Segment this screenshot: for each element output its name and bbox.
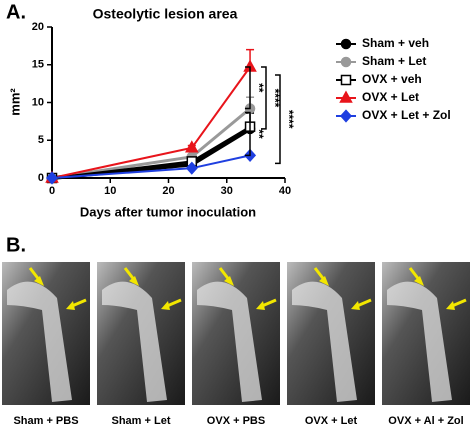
bone bbox=[292, 281, 357, 402]
legend-label: OVX + Let + Zol bbox=[362, 108, 451, 122]
legend-marker bbox=[340, 74, 352, 86]
arrow-head bbox=[256, 301, 265, 310]
arrow bbox=[71, 298, 87, 308]
legend-label: Sham + veh bbox=[362, 36, 429, 50]
arrow-head bbox=[129, 276, 139, 286]
x-tick-label: 10 bbox=[104, 185, 116, 197]
panel-label: A. bbox=[6, 1, 26, 23]
legend-marker bbox=[339, 109, 353, 123]
y-tick-label: 10 bbox=[32, 96, 44, 108]
arrow-head bbox=[319, 276, 329, 286]
xray-image bbox=[382, 262, 470, 405]
bracket bbox=[245, 111, 251, 157]
x-tick-label: 20 bbox=[162, 185, 174, 197]
arrow-head bbox=[34, 276, 44, 286]
chart-title: Osteolytic lesion area bbox=[93, 6, 238, 22]
bracket bbox=[261, 66, 267, 130]
xray-image bbox=[97, 262, 185, 405]
bracket bbox=[245, 66, 251, 110]
image-caption: OVX + Let bbox=[305, 415, 358, 427]
xray-image bbox=[287, 262, 375, 405]
arrow-head bbox=[414, 276, 424, 286]
legend-marker bbox=[340, 56, 352, 68]
legend-marker bbox=[339, 90, 353, 103]
arrow-head bbox=[351, 301, 360, 310]
x-tick-label: 30 bbox=[221, 185, 233, 197]
y-axis-label: mm² bbox=[7, 88, 22, 116]
y-tick-label: 15 bbox=[32, 59, 44, 71]
marker bbox=[185, 161, 198, 175]
legend-label: OVX + veh bbox=[362, 72, 422, 86]
bone bbox=[197, 281, 262, 402]
legend-marker bbox=[339, 90, 353, 103]
legend-marker bbox=[339, 109, 353, 123]
arrow bbox=[166, 298, 182, 308]
annotation: **** bbox=[268, 89, 282, 108]
marker bbox=[185, 140, 199, 153]
legend-marker bbox=[340, 38, 352, 50]
x-tick-label: 40 bbox=[279, 185, 291, 197]
arrow bbox=[356, 298, 372, 308]
arrow bbox=[451, 298, 467, 308]
panel-label: B. bbox=[6, 234, 26, 256]
legend-label: OVX + Let bbox=[362, 90, 419, 104]
xray-image bbox=[192, 262, 280, 405]
annotation: **** bbox=[282, 110, 296, 129]
bone bbox=[387, 281, 452, 402]
arrow bbox=[261, 298, 277, 308]
image-caption: OVX + Al + Zol bbox=[388, 415, 463, 427]
legend-marker bbox=[340, 38, 352, 50]
x-axis-label: Days after tumor inoculation bbox=[80, 204, 256, 219]
arrow-head bbox=[224, 276, 234, 286]
arrow-head bbox=[66, 301, 75, 310]
series bbox=[51, 48, 255, 179]
marker bbox=[45, 171, 59, 185]
arrow-head bbox=[446, 301, 455, 310]
legend-label: Sham + Let bbox=[362, 54, 426, 68]
legend-marker bbox=[340, 74, 352, 86]
y-tick-label: 5 bbox=[38, 134, 44, 146]
image-caption: Sham + PBS bbox=[13, 415, 78, 427]
y-tick-label: 0 bbox=[38, 172, 44, 184]
arrow-head bbox=[161, 301, 170, 310]
x-tick-label: 0 bbox=[49, 185, 55, 197]
y-tick-label: 20 bbox=[32, 21, 44, 33]
annotation: ** bbox=[252, 83, 266, 93]
annotation: ** bbox=[252, 129, 266, 139]
legend-marker bbox=[340, 56, 352, 68]
image-caption: Sham + Let bbox=[112, 415, 171, 427]
bone bbox=[102, 281, 167, 402]
image-caption: OVX + PBS bbox=[207, 415, 265, 427]
xray-image bbox=[2, 262, 90, 405]
bracket bbox=[275, 74, 281, 165]
bone bbox=[7, 281, 72, 402]
